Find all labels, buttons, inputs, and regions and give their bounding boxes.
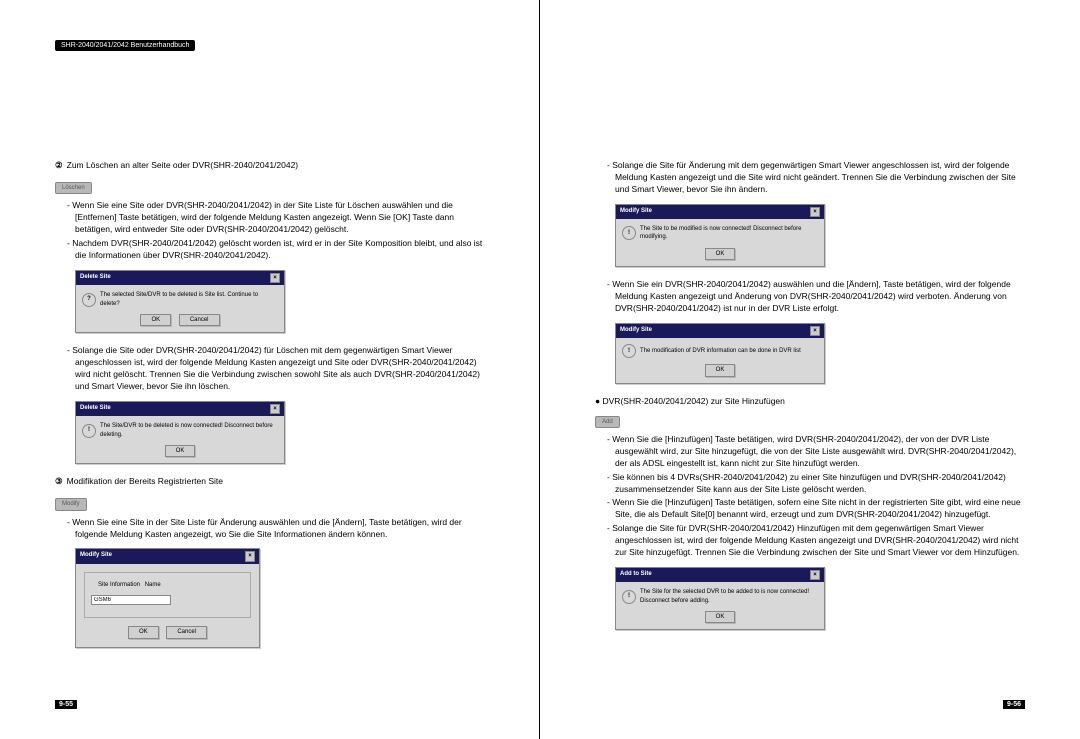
dialog-msg: The Site for the selected DVR to be adde… — [640, 588, 818, 605]
sec3-p1: - Wenn Sie eine Site in der Site Liste f… — [67, 517, 484, 541]
sec4-p3: - Wenn Sie die [Hinzufügen] Taste betäti… — [607, 497, 1025, 521]
ok-button[interactable]: OK — [705, 611, 736, 623]
ok-button[interactable]: OK — [165, 445, 196, 457]
left-content: ② Zum Löschen an alter Seite oder DVR(SHR… — [55, 160, 484, 648]
cancel-button[interactable]: Cancel — [166, 626, 207, 638]
close-icon[interactable]: × — [810, 326, 820, 336]
right-p1: - Solange die Site für Änderung mit dem … — [607, 160, 1025, 196]
ok-button[interactable]: OK — [128, 626, 159, 638]
page-number-left: 9-55 — [55, 700, 77, 709]
sec2-body2: - Solange die Site oder DVR(SHR-2040/204… — [55, 345, 484, 393]
dialog-title-bar: Add to Site × — [616, 568, 824, 582]
dialog-msg: The selected Site/DVR to be deleted is S… — [100, 291, 278, 308]
sec4-bullet: DVR(SHR-2040/2041/2042) zur Site Hinzufü… — [595, 396, 1025, 408]
sec3-body: - Wenn Sie eine Site in der Site Liste f… — [55, 517, 484, 541]
right-p2: - Wenn Sie ein DVR(SHR-2040/2041/2042) a… — [607, 279, 1025, 315]
modify-site-dialog: Modify Site × Site Information Name OK C… — [75, 548, 260, 647]
sec2-p1: - Wenn Sie eine Site oder DVR(SHR-2040/2… — [67, 200, 484, 236]
sec3-heading: ③ Modifikation der Bereits Registrierten … — [55, 476, 484, 488]
dialog-msg: The Site/DVR to be deleted is now connec… — [100, 422, 278, 439]
site-info-frame: Site Information Name — [84, 572, 251, 618]
page-number-right: 9-56 — [1003, 700, 1025, 709]
sec2-heading: ② Zum Löschen an alter Seite oder DVR(SHR… — [55, 160, 484, 172]
sec4-p4: - Solange die Site für DVR(SHR-2040/2041… — [607, 523, 1025, 559]
frame-label: Site Information — [95, 581, 143, 589]
sec2-body: - Wenn Sie eine Site oder DVR(SHR-2040/2… — [55, 200, 484, 261]
close-icon[interactable]: × — [270, 404, 280, 414]
modify-dvr-dialog: Modify Site × ! The modification of DVR … — [615, 323, 825, 384]
sec4-p1: - Wenn Sie die [Hinzufügen] Taste betäti… — [607, 434, 1025, 470]
sec2-num: ② — [55, 160, 63, 172]
question-icon: ? — [82, 293, 96, 307]
sec4-bullet-text: DVR(SHR-2040/2041/2042) zur Site Hinzufü… — [603, 396, 785, 406]
sec3-title: Modifikation der Bereits Registrierten S… — [67, 476, 223, 486]
dialog-title: Add to Site — [620, 570, 652, 580]
sec2-title: Zum Löschen an alter Seite oder DVR(SHR-… — [67, 160, 299, 170]
modify-badge: Modify — [55, 498, 87, 510]
dialog-title-bar: Modify Site × — [616, 205, 824, 219]
warning-icon: ! — [622, 226, 636, 240]
dialog-title: Delete Site — [80, 273, 111, 283]
ok-button[interactable]: OK — [705, 248, 736, 260]
warning-icon: ! — [82, 424, 96, 438]
close-icon[interactable]: × — [245, 551, 255, 561]
ok-button[interactable]: OK — [140, 314, 171, 326]
add-badge: Add — [595, 416, 620, 428]
right-content: - Solange die Site für Änderung mit dem … — [595, 160, 1025, 630]
warning-icon: ! — [622, 590, 636, 604]
right-p1-wrap: - Solange die Site für Änderung mit dem … — [595, 160, 1025, 196]
close-icon[interactable]: × — [270, 273, 280, 283]
dialog-msg: The modification of DVR information can … — [640, 347, 818, 355]
dialog-title: Delete Site — [80, 404, 111, 414]
sec4-body: - Wenn Sie die [Hinzufügen] Taste betäti… — [595, 434, 1025, 559]
delete-badge: Löschen — [55, 182, 92, 194]
left-page: SHR-2040/2041/2042 Benutzerhandbuch ② Zum… — [0, 0, 540, 739]
dialog-title-bar: Modify Site × — [76, 549, 259, 563]
sec2-p3: - Solange die Site oder DVR(SHR-2040/204… — [67, 345, 484, 393]
name-label: Name — [145, 582, 161, 588]
close-icon[interactable]: × — [810, 207, 820, 217]
modify-connected-dialog: Modify Site × ! The Site to be modified … — [615, 204, 825, 268]
name-input[interactable] — [91, 595, 171, 605]
cancel-button[interactable]: Cancel — [179, 314, 220, 326]
dialog-title: Modify Site — [620, 326, 652, 336]
page-spread: SHR-2040/2041/2042 Benutzerhandbuch ② Zum… — [0, 0, 1080, 739]
dialog-title-bar: Delete Site × — [76, 402, 284, 416]
dialog-title-bar: Modify Site × — [616, 324, 824, 338]
sec2-p2: - Nachdem DVR(SHR-2040/2041/2042) gelösc… — [67, 238, 484, 262]
sec3-num: ③ — [55, 476, 63, 488]
dialog-title: Modify Site — [620, 207, 652, 217]
warning-icon: ! — [622, 344, 636, 358]
dialog-title: Modify Site — [80, 551, 112, 561]
right-page: - Solange die Site für Änderung mit dem … — [540, 0, 1080, 739]
dialog-title-bar: Delete Site × — [76, 271, 284, 285]
delete-site-dialog-2: Delete Site × ! The Site/DVR to be delet… — [75, 401, 285, 465]
sec4-p2: - Sie können bis 4 DVRs(SHR-2040/2041/20… — [607, 472, 1025, 496]
delete-site-dialog-1: Delete Site × ? The selected Site/DVR to… — [75, 270, 285, 334]
dialog-msg: The Site to be modified is now connected… — [640, 225, 818, 242]
add-to-site-dialog: Add to Site × ! The Site for the selecte… — [615, 567, 825, 631]
close-icon[interactable]: × — [810, 570, 820, 580]
header-tag: SHR-2040/2041/2042 Benutzerhandbuch — [55, 40, 195, 51]
right-p2-wrap: - Wenn Sie ein DVR(SHR-2040/2041/2042) a… — [595, 279, 1025, 315]
ok-button[interactable]: OK — [705, 364, 736, 376]
